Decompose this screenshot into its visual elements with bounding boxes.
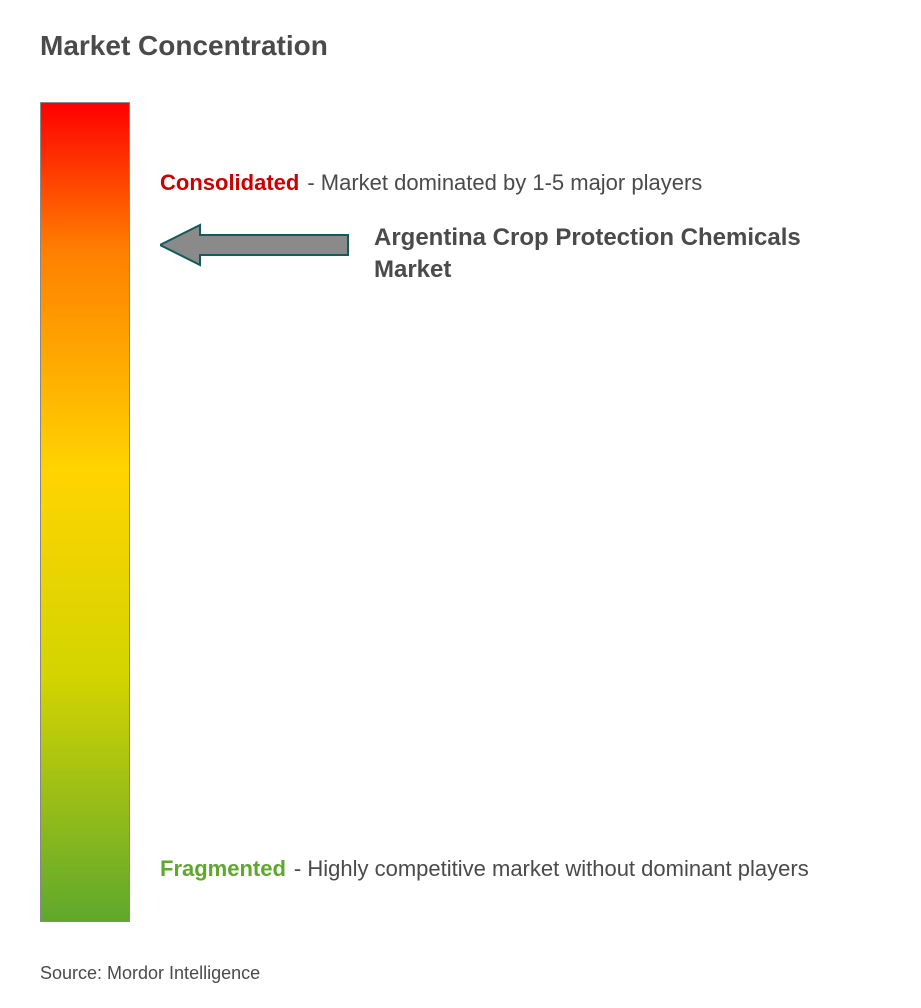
fragmented-description: - Highly competitive market without domi…	[294, 856, 809, 882]
chart-body: Consolidated - Market dominated by 1-5 m…	[40, 102, 881, 922]
market-name-label: Argentina Crop Protection Chemicals Mark…	[374, 222, 881, 287]
market-pointer-group: Argentina Crop Protection Chemicals Mark…	[160, 222, 881, 287]
labels-area: Consolidated - Market dominated by 1-5 m…	[160, 102, 881, 922]
fragmented-label-row: Fragmented - Highly competitive market w…	[160, 856, 809, 882]
left-arrow-icon	[160, 222, 350, 268]
consolidated-term: Consolidated	[160, 170, 299, 196]
source-attribution: Source: Mordor Intelligence	[40, 963, 260, 984]
chart-title: Market Concentration	[40, 30, 881, 62]
concentration-gradient-bar	[40, 102, 130, 922]
consolidated-label-row: Consolidated - Market dominated by 1-5 m…	[160, 170, 702, 196]
consolidated-description: - Market dominated by 1-5 major players	[307, 170, 702, 196]
chart-container: Market Concentration Consolidated - Mark…	[0, 0, 921, 1008]
fragmented-term: Fragmented	[160, 856, 286, 882]
